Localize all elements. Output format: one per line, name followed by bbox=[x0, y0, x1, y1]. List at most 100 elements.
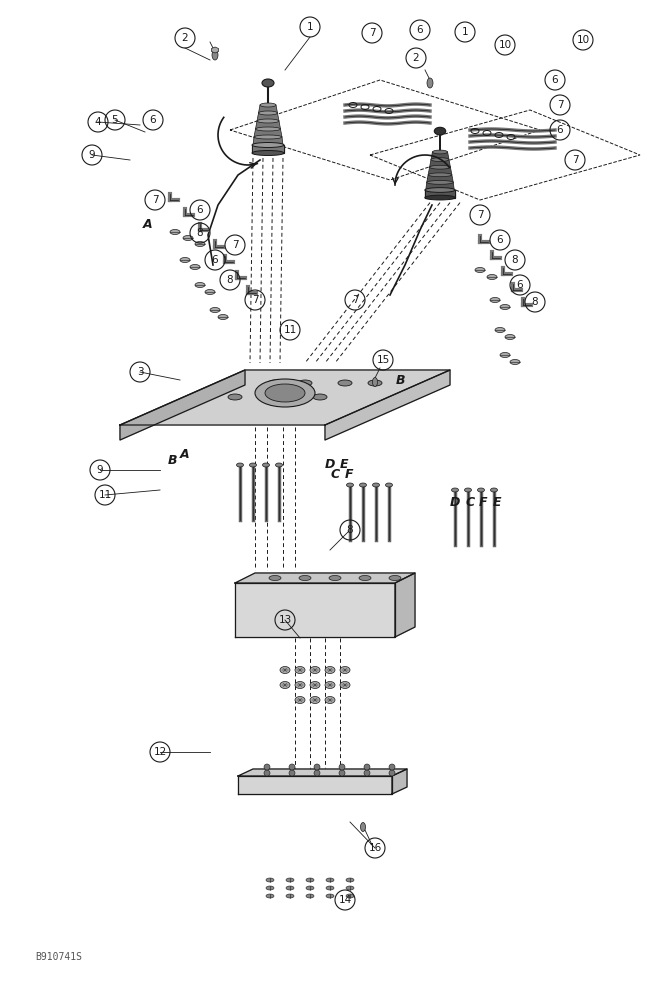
Ellipse shape bbox=[275, 463, 282, 467]
Ellipse shape bbox=[205, 290, 215, 294]
Ellipse shape bbox=[326, 886, 334, 890]
Ellipse shape bbox=[252, 150, 284, 155]
Ellipse shape bbox=[263, 463, 269, 467]
Ellipse shape bbox=[313, 394, 327, 400]
Polygon shape bbox=[428, 167, 452, 175]
Polygon shape bbox=[426, 182, 454, 190]
Polygon shape bbox=[257, 113, 279, 121]
Circle shape bbox=[364, 770, 370, 776]
Ellipse shape bbox=[228, 394, 242, 400]
Text: 7: 7 bbox=[352, 295, 358, 305]
Ellipse shape bbox=[490, 488, 498, 492]
Text: 9: 9 bbox=[96, 465, 104, 475]
Circle shape bbox=[389, 770, 395, 776]
Circle shape bbox=[339, 770, 345, 776]
Polygon shape bbox=[395, 573, 415, 637]
Ellipse shape bbox=[477, 488, 484, 492]
Ellipse shape bbox=[432, 150, 447, 154]
Ellipse shape bbox=[298, 380, 312, 386]
Ellipse shape bbox=[325, 666, 335, 674]
Ellipse shape bbox=[252, 142, 284, 147]
Text: 6: 6 bbox=[517, 280, 523, 290]
Ellipse shape bbox=[257, 119, 279, 123]
Text: 7: 7 bbox=[251, 295, 258, 305]
Ellipse shape bbox=[268, 380, 282, 386]
Text: 6: 6 bbox=[197, 205, 203, 215]
Polygon shape bbox=[427, 175, 453, 182]
Text: 3: 3 bbox=[137, 367, 143, 377]
Ellipse shape bbox=[280, 682, 290, 688]
Polygon shape bbox=[430, 160, 450, 167]
Ellipse shape bbox=[306, 886, 314, 890]
Ellipse shape bbox=[360, 483, 366, 487]
Ellipse shape bbox=[451, 488, 459, 492]
Ellipse shape bbox=[269, 576, 281, 580]
Text: 7: 7 bbox=[556, 100, 564, 110]
Text: C: C bbox=[465, 495, 475, 508]
Ellipse shape bbox=[340, 666, 350, 674]
Ellipse shape bbox=[266, 894, 274, 898]
Ellipse shape bbox=[266, 878, 274, 882]
Text: 10: 10 bbox=[498, 40, 512, 50]
Circle shape bbox=[389, 764, 395, 770]
Ellipse shape bbox=[510, 360, 520, 364]
Ellipse shape bbox=[295, 666, 305, 674]
Circle shape bbox=[314, 770, 320, 776]
Text: B910741S: B910741S bbox=[35, 952, 82, 962]
Ellipse shape bbox=[340, 682, 350, 688]
Ellipse shape bbox=[306, 894, 314, 898]
Ellipse shape bbox=[425, 195, 455, 200]
Text: 8: 8 bbox=[346, 525, 353, 535]
Ellipse shape bbox=[389, 576, 401, 580]
Text: 11: 11 bbox=[98, 490, 112, 500]
Polygon shape bbox=[252, 145, 284, 153]
Polygon shape bbox=[212, 47, 218, 53]
Ellipse shape bbox=[372, 377, 378, 386]
Ellipse shape bbox=[286, 878, 294, 882]
Ellipse shape bbox=[255, 379, 315, 407]
Ellipse shape bbox=[505, 334, 515, 340]
Polygon shape bbox=[325, 370, 450, 440]
Ellipse shape bbox=[346, 886, 354, 890]
Ellipse shape bbox=[254, 135, 282, 139]
Polygon shape bbox=[425, 190, 455, 198]
Ellipse shape bbox=[500, 304, 510, 310]
Circle shape bbox=[264, 764, 270, 770]
Text: 8: 8 bbox=[532, 297, 539, 307]
Text: 14: 14 bbox=[339, 895, 352, 905]
Text: F: F bbox=[478, 495, 487, 508]
Text: 4: 4 bbox=[94, 117, 102, 127]
Text: 8: 8 bbox=[226, 275, 234, 285]
Ellipse shape bbox=[346, 878, 354, 882]
Text: 15: 15 bbox=[376, 355, 389, 365]
Ellipse shape bbox=[368, 380, 382, 386]
Circle shape bbox=[289, 770, 295, 776]
Ellipse shape bbox=[260, 103, 276, 107]
Circle shape bbox=[364, 764, 370, 770]
Text: 5: 5 bbox=[112, 115, 118, 125]
Text: 7: 7 bbox=[152, 195, 158, 205]
Ellipse shape bbox=[372, 483, 379, 487]
Ellipse shape bbox=[500, 353, 510, 358]
Ellipse shape bbox=[212, 50, 218, 60]
Ellipse shape bbox=[280, 666, 290, 674]
Ellipse shape bbox=[346, 894, 354, 898]
Text: D: D bbox=[450, 495, 460, 508]
Ellipse shape bbox=[262, 79, 274, 87]
Ellipse shape bbox=[475, 267, 485, 272]
Ellipse shape bbox=[310, 682, 320, 688]
Ellipse shape bbox=[190, 264, 200, 269]
Ellipse shape bbox=[170, 230, 180, 234]
Ellipse shape bbox=[427, 180, 453, 184]
Text: 7: 7 bbox=[232, 240, 238, 250]
Ellipse shape bbox=[325, 682, 335, 688]
Text: 2: 2 bbox=[412, 53, 419, 63]
Text: 7: 7 bbox=[369, 28, 376, 38]
Ellipse shape bbox=[266, 886, 274, 890]
Polygon shape bbox=[235, 573, 415, 583]
Ellipse shape bbox=[306, 878, 314, 882]
Ellipse shape bbox=[487, 274, 497, 279]
Ellipse shape bbox=[428, 173, 452, 177]
Circle shape bbox=[289, 764, 295, 770]
Ellipse shape bbox=[218, 314, 228, 320]
